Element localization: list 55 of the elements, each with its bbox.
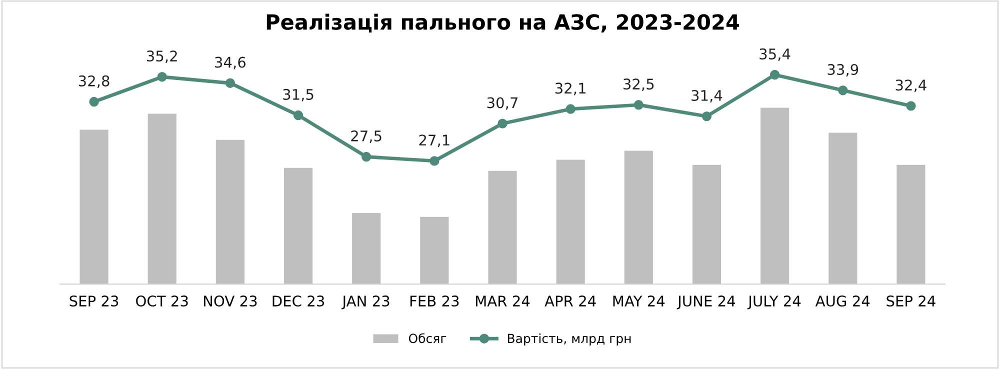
data-label: 33,9: [828, 64, 858, 77]
data-label: 34,6: [215, 56, 246, 70]
x-tick-label: SEP 24: [886, 296, 936, 307]
data-label: 30,7: [487, 97, 518, 110]
x-tick-label: SEP 23: [70, 296, 118, 307]
data-label: 32,8: [78, 75, 110, 88]
x-tick-label: JAN 23: [342, 296, 390, 310]
point: [838, 86, 848, 96]
bar: [148, 114, 176, 284]
point: [634, 100, 644, 110]
x-tick-label: JUNE 24: [676, 296, 736, 310]
bar: [420, 216, 449, 284]
data-label: 31,5: [283, 88, 314, 102]
x-tick-label: OCT 23: [136, 296, 188, 307]
point: [430, 156, 440, 166]
x-tick-label: MAR 24: [476, 296, 530, 306]
data-label: 32,4: [896, 80, 926, 92]
point: [361, 152, 372, 162]
legend-label: Вартість, млрд грн: [508, 333, 631, 346]
bar: [352, 213, 381, 284]
data-label: 32,5: [624, 78, 654, 92]
bar: [556, 160, 585, 284]
bar: [216, 140, 244, 284]
point: [566, 104, 576, 114]
data-label: 35,4: [760, 48, 790, 61]
point: [293, 110, 304, 120]
bar: [896, 164, 926, 284]
point: [498, 118, 508, 128]
chart-title: Реалізація пального на АЗС, 2023-2024: [266, 14, 740, 33]
point: [157, 72, 167, 82]
legend-label: Обсяг: [408, 333, 446, 344]
bar: [828, 132, 858, 284]
bar: [80, 130, 108, 284]
data-label: 27,5: [351, 130, 382, 143]
x-tick-label: MAY 24: [613, 296, 665, 306]
bar: [284, 168, 313, 284]
bar: [760, 108, 790, 284]
bar: [624, 150, 653, 284]
data-label: 27,1: [419, 134, 450, 148]
bar: [692, 164, 722, 284]
point: [770, 70, 780, 80]
point: [89, 96, 99, 107]
point: [906, 101, 916, 111]
x-tick-label: APR 24: [544, 296, 596, 306]
point: [702, 111, 712, 122]
point: [225, 78, 236, 88]
x-tick-label: DEC 23: [272, 296, 324, 307]
data-label: 31,4: [692, 90, 722, 102]
x-tick-label: FEB 23: [410, 296, 459, 307]
x-tick-label: NOV 23: [204, 296, 257, 307]
data-label: 32,1: [555, 82, 586, 96]
data-label: 35,2: [146, 50, 177, 64]
x-tick-label: AUG 24: [815, 296, 870, 307]
bar: [488, 170, 517, 284]
x-tick-label: JULY 24: [747, 296, 801, 310]
